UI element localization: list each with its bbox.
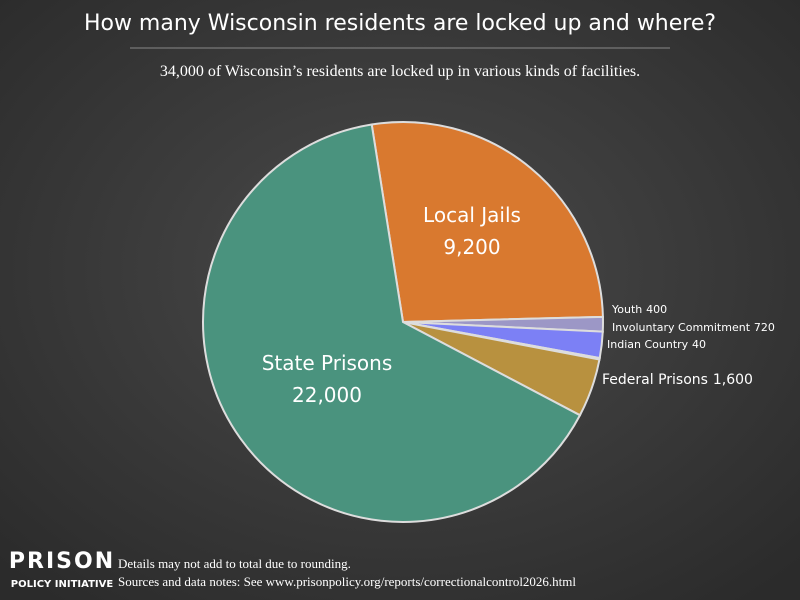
- logo-line1: PRISON: [9, 549, 115, 574]
- value-label: 1,600: [713, 372, 753, 388]
- slice-label: Involuntary Commitment 720: [612, 321, 775, 334]
- slice-label: Federal Prisons 1,600: [602, 372, 753, 388]
- value-label: 720: [754, 321, 775, 334]
- value-label: 40: [692, 338, 706, 351]
- category-name: Federal Prisons: [602, 372, 708, 388]
- chart-subtitle: 34,000 of Wisconsin’s residents are lock…: [160, 63, 640, 80]
- pie-slice: [370, 121, 604, 324]
- footnote: Sources and data notes: See www.prisonpo…: [118, 574, 576, 589]
- pie: Local Jails 9,200 Youth 400 Involuntary Comm…: [202, 121, 775, 523]
- slice-label: State Prisons: [262, 351, 393, 375]
- category-name: Youth: [611, 303, 642, 316]
- slice-label: Youth 400: [611, 303, 667, 316]
- value-label: 22,000: [292, 383, 362, 407]
- slice-label: Local Jails: [423, 203, 521, 227]
- logo-line2: POLICY INITIATIVE: [11, 579, 114, 590]
- footnote: Details may not add to total due to roun…: [118, 556, 351, 571]
- category-name: Involuntary Commitment: [612, 321, 751, 334]
- value-label: 400: [646, 303, 667, 316]
- slice-label: Indian Country 40: [607, 338, 706, 351]
- category-name: Indian Country: [607, 338, 689, 351]
- chart-title: How many Wisconsin residents are locked …: [84, 11, 716, 36]
- value-label: 9,200: [443, 235, 500, 259]
- pie-slice: [202, 123, 582, 523]
